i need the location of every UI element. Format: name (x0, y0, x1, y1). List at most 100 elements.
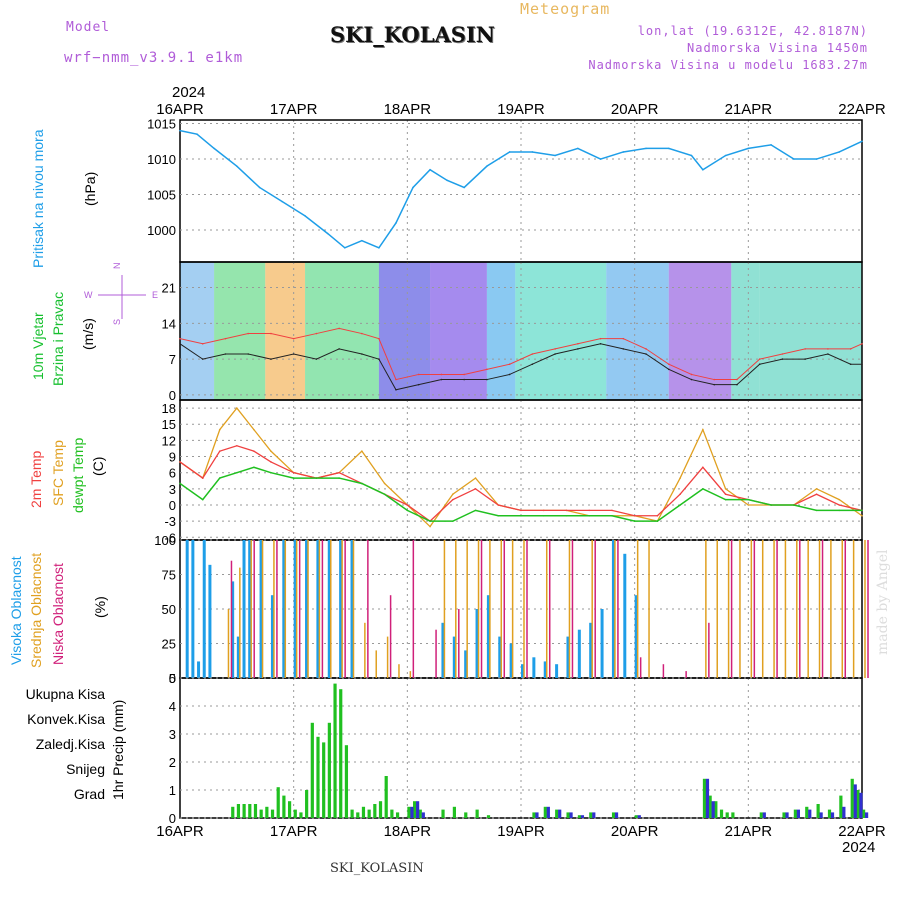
precip-rain-bar-23 (361, 806, 366, 818)
pressure-line-point-33 (861, 140, 863, 143)
temp-2m-line-point-17 (542, 509, 545, 512)
precip-rain-bar-5 (259, 809, 263, 818)
precip-rain-bar-12 (299, 812, 303, 818)
wind-band-7 (515, 262, 607, 400)
pressure-line-point-21 (599, 158, 602, 160)
wind-gust-line-point-6 (315, 332, 318, 335)
temp-2m-line-point-22 (656, 514, 659, 517)
precip-rain-bar-51 (731, 812, 735, 818)
temp-sfc-line-point-10 (383, 482, 386, 485)
precip-rain-bar-1 (236, 804, 241, 818)
precip-rain-bar-22 (356, 812, 360, 818)
wind-band-0 (180, 262, 215, 400)
wind-gust-line-point-26 (758, 358, 761, 360)
precip-snow-bar-47 (711, 801, 715, 818)
wind-speed-line-point-26 (758, 363, 761, 366)
cloud-high-bar-25 (521, 664, 524, 678)
ytick-2-12: 12 (162, 433, 176, 448)
pressure-line-point-12 (412, 186, 414, 189)
wind-gust-line-point-2 (224, 337, 227, 340)
wind-speed-line-point-19 (599, 342, 602, 345)
pressure-line-point-22 (622, 151, 625, 153)
precip-rain-bar-0 (231, 806, 235, 818)
temp-sfc-line-point-31 (861, 514, 863, 517)
wind-speed-line-point-23 (690, 378, 693, 381)
ytick-4-5: 5 (169, 671, 176, 686)
ytick-3-50: 50 (162, 602, 176, 617)
temp-dewpt-line-point-31 (861, 509, 863, 512)
ytick-1-7: 7 (169, 352, 176, 367)
wind-gust-line-point-0 (179, 337, 181, 340)
temp-2m-line-point-18 (565, 509, 568, 512)
pressure-line-point-19 (554, 154, 556, 157)
cloud-high-bar-5 (231, 581, 235, 678)
precip-rain-bar-21 (350, 809, 354, 818)
wind-band-11 (759, 262, 862, 400)
pressure-line-point-2 (213, 147, 215, 150)
temp-dewpt-line-point-0 (179, 482, 181, 485)
cloud-high-bar-4 (208, 564, 212, 678)
cloud-high-bar-30 (577, 629, 581, 678)
temp-2m-line-point-23 (679, 493, 681, 496)
temp-dewpt-line-point-14 (474, 509, 477, 512)
precip-rain-bar-15 (316, 736, 320, 818)
ytick-0-1015: 1015 (147, 117, 176, 132)
wind-speed-line-point-15 (508, 373, 511, 376)
temp-dewpt-line-point-21 (633, 520, 636, 522)
model-altitude-label: Nadmorska Visina u modelu 1683.27m (588, 58, 868, 72)
precip-rain-bar-48 (714, 801, 718, 818)
pressure-line-point-29 (770, 144, 772, 146)
precip-rain-bar-56 (816, 804, 820, 818)
wind-gust-line-point-16 (531, 353, 534, 355)
cloud-high-bar-28 (555, 664, 559, 678)
cloud-high-bar-11 (282, 540, 286, 678)
precip-rain-bar-43 (589, 812, 593, 818)
precip-snow-bar-30 (410, 806, 414, 818)
wind-gust-line-point-21 (645, 348, 647, 350)
precip-rain-bar-55 (805, 806, 809, 818)
date-top-3: 19APR (497, 101, 545, 118)
wind-gust-line-point-29 (827, 348, 829, 350)
cloud-high-bar-15 (327, 540, 331, 678)
pressure-line-point-1 (196, 133, 198, 135)
cloud-high-bar-22 (486, 595, 490, 678)
model-label: Model (66, 20, 111, 35)
pressure-line-point-16 (486, 165, 488, 167)
temp-dewpt-line (179, 466, 862, 522)
precip-rain-bar-24 (367, 809, 371, 818)
wind-gust-line (179, 327, 863, 381)
cloud-high-bar-6 (236, 636, 240, 678)
pressure-line-point-25 (690, 154, 693, 157)
precip-rain-bar-45 (634, 815, 638, 818)
temp-2m-line (179, 445, 863, 522)
temp-2m-line-point-20 (611, 509, 613, 512)
page-title: SKI_KOLASIN (330, 22, 495, 47)
precip-rain-bar-35 (464, 812, 468, 818)
temp-dewpt-line-point-20 (611, 514, 613, 517)
precip-snow-bar-55 (808, 809, 812, 818)
ytick-2-6: 6 (169, 466, 176, 481)
ytick-2-0: 0 (169, 498, 176, 513)
ytick-4-4: 4 (169, 699, 176, 714)
ytick-2-3: 3 (169, 482, 176, 497)
ytick-3-0: 0 (169, 671, 176, 686)
wind-speed-line-point-16 (531, 363, 534, 366)
wind-band-1 (214, 262, 266, 400)
pressure-line-point-3 (236, 165, 238, 167)
temp-dewpt-line-point-7 (315, 477, 318, 479)
precip-rain-bar-41 (566, 812, 570, 818)
ytick-2-9: 9 (169, 450, 176, 465)
temp-dewpt-line-point-25 (724, 498, 727, 501)
compass-n: N (112, 263, 122, 270)
cloud-high-bar-2 (197, 661, 201, 678)
precip-snow-bar-38 (535, 812, 539, 818)
temp-2m-line-point-4 (253, 450, 255, 452)
wind-speed-line-point-17 (554, 353, 556, 355)
precip-rain-bar-17 (327, 722, 331, 818)
wind-speed-line-point-5 (292, 353, 295, 355)
date-top-4: 20APR (611, 101, 659, 118)
precip-rain-bar-61 (862, 809, 866, 818)
precip-rain-bar-6 (265, 806, 269, 818)
wind-gust-line-point-15 (508, 363, 511, 366)
wind-gust-line-point-4 (270, 332, 272, 335)
